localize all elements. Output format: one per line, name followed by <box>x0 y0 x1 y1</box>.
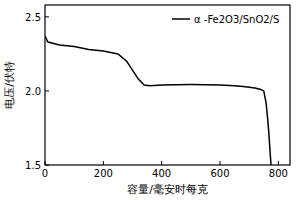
legend-label: α -Fe2O3/SnO2/S <box>194 14 279 25</box>
plot-area <box>45 36 271 165</box>
x-tick-label: 400 <box>152 168 171 179</box>
chart: 0 200 400 600 800 1.5 2.0 2.5 容量/毫安时每克 电压/伏特 α -Fe… <box>0 0 300 200</box>
y-tick-label: 2.0 <box>25 86 41 97</box>
series-line <box>45 36 271 165</box>
x-tick <box>220 161 221 165</box>
x-tick <box>45 161 46 165</box>
plot-frame <box>45 5 290 165</box>
x-tick <box>103 161 104 165</box>
y-tick <box>45 90 49 91</box>
x-axis-label: 容量/毫安时每克 <box>127 183 208 196</box>
y-tick-label: 1.5 <box>25 160 41 171</box>
x-tick <box>278 161 279 165</box>
y-tick <box>45 165 49 166</box>
x-tick-label: 200 <box>94 168 113 179</box>
x-tick-label: 0 <box>42 168 48 179</box>
y-axis-label: 电压/伏特 <box>3 61 16 109</box>
y-tick <box>45 16 49 17</box>
x-tick-label: 800 <box>269 168 288 179</box>
x-tick-label: 600 <box>210 168 229 179</box>
x-tick <box>161 161 162 165</box>
y-tick-label: 2.5 <box>25 12 41 23</box>
legend-swatch <box>172 18 190 20</box>
